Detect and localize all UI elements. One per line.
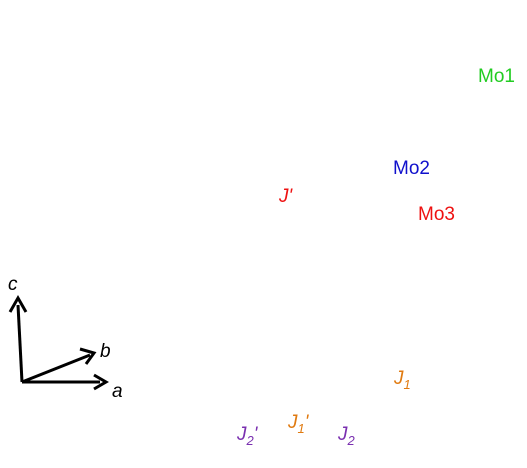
axis-c: c: [8, 274, 18, 295]
axes: c b a: [8, 274, 123, 402]
label-j2p: J2': [236, 424, 259, 448]
label-jp: J': [278, 186, 294, 207]
label-j2: J2: [337, 424, 356, 448]
label-j1p: J1': [287, 412, 310, 436]
c-arrow: [8, 294, 28, 313]
label-j1: J1: [393, 368, 411, 392]
b-axis: [21, 353, 91, 384]
axis-a: a: [112, 381, 123, 402]
a-arrow: [93, 373, 109, 391]
b-arrow: [79, 347, 97, 365]
labels: Mo1 Mo2 Mo3 J' J1 J1' J2 J2': [236, 66, 515, 448]
axis-b: b: [100, 341, 111, 362]
label-mo3: Mo3: [418, 204, 455, 225]
label-mo2: Mo2: [393, 158, 430, 179]
c-axis: [16, 304, 24, 383]
label-mo1: Mo1: [478, 66, 515, 87]
